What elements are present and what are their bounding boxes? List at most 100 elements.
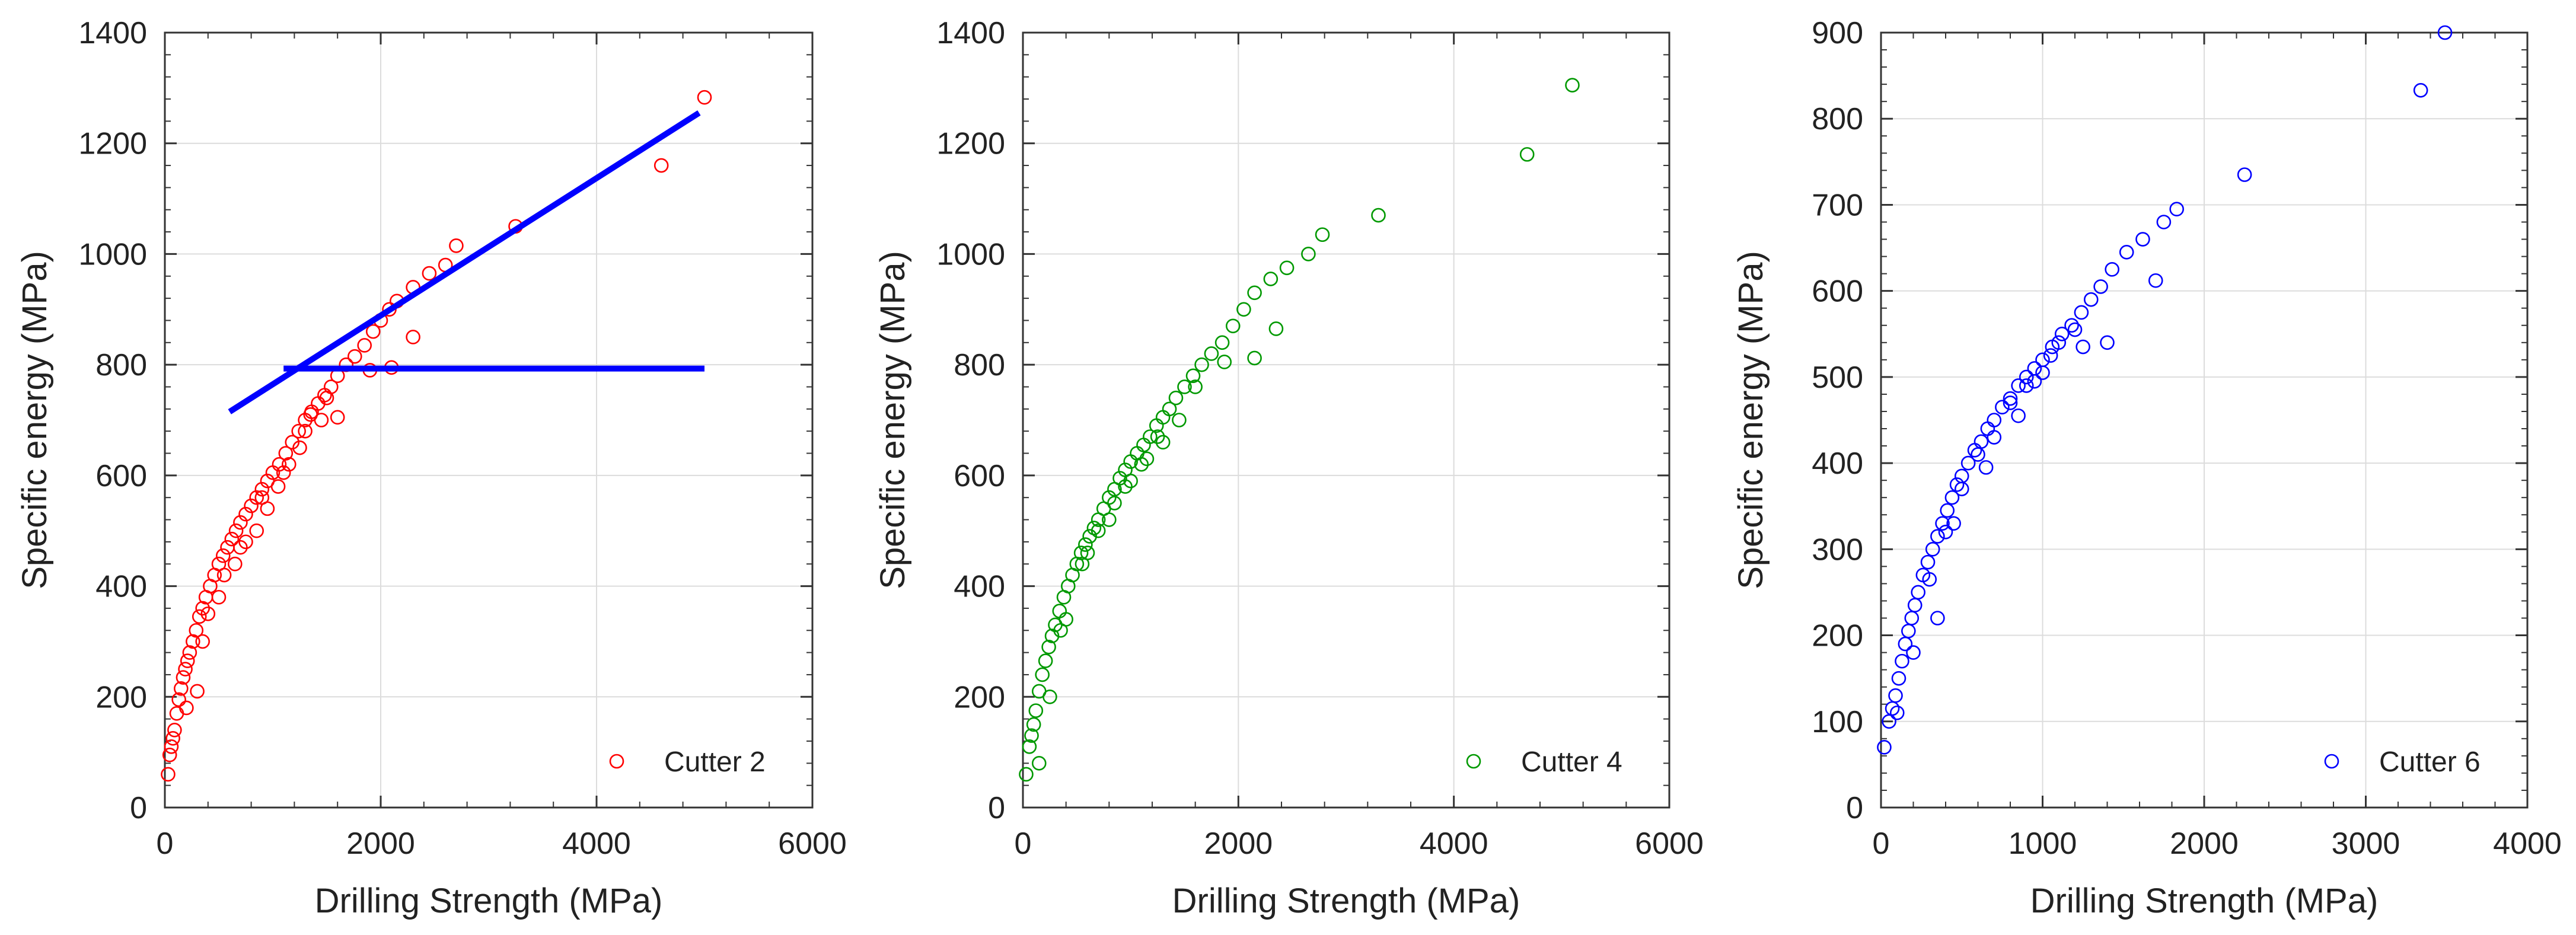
data-point (1888, 688, 1903, 703)
y-tick-label: 900 (1812, 16, 1863, 50)
data-point (1028, 703, 1044, 718)
data-point (319, 390, 334, 406)
data-point (2035, 365, 2050, 380)
y-tick-label: 300 (1812, 532, 1863, 567)
data-point (1107, 496, 1122, 510)
data-point (244, 498, 259, 513)
x-tick-label: 0 (157, 826, 174, 861)
data-point (1967, 443, 1982, 458)
y-tick-label: 1000 (936, 237, 1005, 272)
y-tick-label: 1200 (936, 127, 1005, 161)
legend-marker (1466, 754, 1481, 769)
data-point (1971, 447, 1985, 462)
data-point (1954, 481, 1969, 496)
plot-cutter-6: 0 1000 2000 3000 4000 0 100 200 300 400 500 600 700 8… (1732, 16, 2562, 920)
data-point (2027, 374, 2042, 389)
data-point (1907, 598, 1923, 613)
data-point (1026, 717, 1041, 732)
data-point (278, 446, 294, 461)
data-point (190, 684, 205, 699)
data-point (173, 681, 189, 696)
data-point (2437, 25, 2453, 40)
data-point (291, 423, 306, 439)
y-axis-title: Specific energy (MPa) (873, 251, 912, 589)
data-point (449, 238, 464, 253)
data-point (357, 338, 372, 353)
data-point (238, 506, 253, 522)
data-point (180, 653, 195, 668)
data-point (1185, 368, 1201, 384)
x-tick-label: 6000 (1635, 826, 1704, 861)
data-point (1247, 350, 1262, 366)
data-point (182, 645, 197, 660)
data-point (167, 723, 182, 738)
data-point (176, 670, 191, 685)
legend-label: Cutter 2 (664, 746, 766, 778)
y-tick-label: 800 (1812, 102, 1863, 136)
x-tick-label: 3000 (2332, 826, 2400, 861)
data-point (1155, 410, 1171, 425)
data-point (1898, 636, 1913, 652)
data-point (200, 606, 216, 621)
data-point (1906, 645, 1921, 660)
data-point (2076, 339, 2090, 355)
y-tick-label: 800 (95, 348, 147, 382)
data-point (1134, 457, 1149, 472)
y-axis-title: Specific energy (MPa) (1732, 251, 1770, 589)
data-point (1225, 318, 1241, 334)
data-point (1155, 435, 1171, 450)
y-tick-label: 1400 (936, 16, 1005, 50)
data-point (1091, 523, 1106, 538)
x-axis-title: Drilling Strength (MPa) (2030, 882, 2379, 920)
y-tick-label: 1200 (78, 127, 147, 161)
data-point (1995, 400, 2010, 415)
data-point (1960, 455, 1976, 471)
y-tick-label: 600 (954, 459, 1005, 493)
data-layer (161, 90, 712, 782)
x-tick-label: 0 (1873, 826, 1890, 861)
data-point (276, 465, 291, 480)
data-point (281, 457, 297, 472)
data-point (1519, 147, 1535, 162)
data-point (2148, 273, 2163, 288)
data-point (195, 634, 211, 649)
data-point (161, 767, 176, 782)
y-tick-label: 600 (1812, 275, 1863, 309)
data-point (1911, 585, 1925, 600)
y-tick-label: 1000 (78, 237, 147, 272)
y-tick-label: 100 (1812, 705, 1863, 739)
data-point (1052, 604, 1067, 618)
trend-line (228, 110, 701, 414)
data-point (1024, 728, 1039, 743)
data-point (1922, 572, 1937, 587)
data-point (249, 490, 264, 505)
data-point (1301, 247, 1316, 261)
data-point (228, 523, 244, 538)
data-point (1188, 379, 1203, 394)
y-tick-label: 200 (954, 680, 1005, 714)
data-point (1974, 434, 1989, 449)
data-layer (1877, 25, 2453, 755)
data-point (1889, 705, 1905, 720)
data-point (292, 440, 307, 455)
data-point (1978, 460, 1994, 475)
data-point (1042, 689, 1057, 704)
y-tick-label: 700 (1812, 188, 1863, 222)
data-point (285, 435, 300, 450)
data-point (164, 739, 179, 754)
y-tick-label: 500 (1812, 360, 1863, 395)
data-layer (1019, 78, 1580, 782)
data-point (1371, 208, 1386, 223)
data-point (1940, 503, 1955, 518)
data-point (195, 601, 211, 616)
data-point (2003, 395, 2018, 410)
data-point (211, 589, 227, 605)
data-point (1247, 285, 1262, 301)
data-point (2083, 292, 2099, 307)
x-tick-label: 2000 (2170, 826, 2239, 861)
data-point (1086, 521, 1102, 535)
data-point (2019, 369, 2034, 385)
data-point (1904, 611, 1920, 626)
data-point (1935, 516, 1950, 531)
data-point (1112, 471, 1127, 486)
